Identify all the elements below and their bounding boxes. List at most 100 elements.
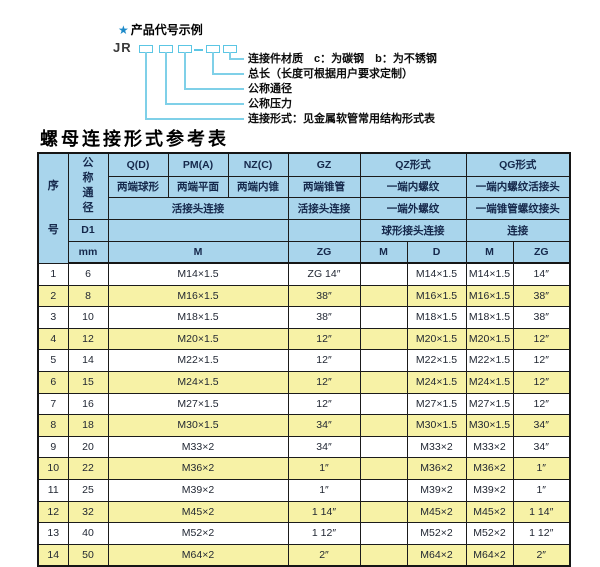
cell-qg-zg: 38″ <box>512 284 571 308</box>
header-seq: 序号 <box>37 152 69 264</box>
cell-qz-d: M20×1.5 <box>406 327 467 351</box>
cell-dn: 25 <box>67 478 109 502</box>
cell-qz-d: M64×2 <box>406 543 467 567</box>
table-row: 11 25 M39×2 1″ M39×2 M39×2 1″ <box>37 478 571 502</box>
cell-qz-d: M39×2 <box>406 478 467 502</box>
legend-connection: 连接形式：见金属软管常用结构形式表 <box>248 113 435 125</box>
cell-m: M27×1.5 <box>107 392 289 416</box>
cell-m: M16×1.5 <box>107 284 289 308</box>
header-qg-sub1: 一端内螺纹活接头 <box>465 175 571 198</box>
cell-gz-zg: ZG 14″ <box>287 262 361 286</box>
cell-qg-m: M30×1.5 <box>465 414 514 437</box>
leader-line <box>229 52 231 60</box>
nut-connection-table: 序号 公称通径 Q(D) PM(A) NZ(C) GZ QZ形式 QG形式 两端… <box>37 152 571 567</box>
cell-gz-zg: 12″ <box>287 370 361 394</box>
header-qz-sub1: 一端内螺纹 <box>359 175 467 198</box>
cell-qz-m <box>359 370 408 394</box>
cell-qz-d: M36×2 <box>406 457 467 480</box>
header-qg-sub3: 连接 <box>465 218 571 242</box>
header-gz-sub: 两端锥管 <box>287 175 361 198</box>
cell-seq: 1 <box>37 262 69 286</box>
leader-line <box>184 88 244 90</box>
cell-qz-m <box>359 262 408 286</box>
cell-m: M30×1.5 <box>107 414 289 437</box>
star-icon: ★ <box>118 23 129 37</box>
header-qz-d: D <box>406 240 467 264</box>
cell-qg-m: M16×1.5 <box>465 284 514 308</box>
cell-qz-m <box>359 392 408 416</box>
cell-qz-d: M24×1.5 <box>406 370 467 394</box>
cell-qg-m: M64×2 <box>465 543 514 567</box>
product-code-heading: ★ 产品代号示例 <box>118 21 203 38</box>
cell-dn: 10 <box>67 306 109 329</box>
header-qg-m: M <box>465 240 514 264</box>
header-mm: mm <box>67 240 109 264</box>
header-row-2: 两端球形 两端平面 两端内锥 两端锥管 一端内螺纹 一端内螺纹活接头 <box>38 175 571 198</box>
cell-qg-m: M45×2 <box>465 500 514 524</box>
cell-seq: 3 <box>37 306 69 329</box>
cell-qz-m <box>359 500 408 524</box>
legend-pressure: 公称压力 <box>248 98 292 110</box>
header-qg: QG形式 <box>465 152 571 177</box>
leader-line <box>212 52 214 75</box>
cell-gz-zg: 38″ <box>287 306 361 329</box>
cell-dn: 22 <box>67 457 109 480</box>
cell-qz-d: M52×2 <box>406 522 467 545</box>
leader-line <box>184 52 186 90</box>
table-row: 13 40 M52×2 1 12″ M52×2 M52×2 1 12″ <box>37 522 571 545</box>
cell-seq: 4 <box>37 327 69 351</box>
cell-qz-d: M14×1.5 <box>406 262 467 286</box>
cell-seq: 6 <box>37 370 69 394</box>
table-row: 14 50 M64×2 2″ M64×2 M64×2 2″ <box>37 543 571 567</box>
code-legend: 连接件材质 c：为碳钢 b：为不锈钢 总长（长度可根据用户要求定制） 公称通径 … <box>248 52 437 127</box>
cell-qz-d: M18×1.5 <box>406 306 467 329</box>
header-union-conn: 活接头连接 <box>107 196 289 220</box>
cell-seq: 13 <box>37 522 69 545</box>
leader-line <box>145 118 244 120</box>
cell-qg-zg: 14″ <box>512 262 571 286</box>
cell-m: M45×2 <box>107 500 289 524</box>
cell-gz-zg: 2″ <box>287 543 361 567</box>
header-m-wide: M <box>107 240 289 264</box>
cell-m: M36×2 <box>107 457 289 480</box>
cell-qg-zg: 12″ <box>512 370 571 394</box>
header-q: Q(D) <box>107 152 169 177</box>
header-zg: ZG <box>287 240 361 264</box>
cell-qg-zg: 12″ <box>512 327 571 351</box>
cell-qz-m <box>359 414 408 437</box>
leader-line <box>212 73 244 75</box>
cell-qz-m <box>359 478 408 502</box>
cell-m: M14×1.5 <box>107 262 289 286</box>
cell-qz-m <box>359 435 408 459</box>
cell-dn: 18 <box>67 414 109 437</box>
header-qz: QZ形式 <box>359 152 467 177</box>
cell-qz-m <box>359 306 408 329</box>
cell-m: M64×2 <box>107 543 289 567</box>
cell-qg-m: M20×1.5 <box>465 327 514 351</box>
cell-qg-zg: 1″ <box>512 457 571 480</box>
cell-qg-m: M52×2 <box>465 522 514 545</box>
cell-qz-d: M22×1.5 <box>406 349 467 372</box>
cell-m: M22×1.5 <box>107 349 289 372</box>
header-pm-sub: 两端平面 <box>167 175 229 198</box>
table-body: 1 6 M14×1.5 ZG 14″ M14×1.5 M14×1.5 14″ 2 8 M16×1.… <box>37 262 571 567</box>
table-row: 6 15 M24×1.5 12″ M24×1.5 M24×1.5 12″ <box>37 370 571 394</box>
header-gz-union: 活接头连接 <box>287 196 361 220</box>
cell-m: M33×2 <box>107 435 289 459</box>
cell-qz-m <box>359 284 408 308</box>
cell-gz-zg: 38″ <box>287 284 361 308</box>
header-empty-wide <box>107 218 289 242</box>
cell-dn: 16 <box>67 392 109 416</box>
cell-seq: 2 <box>37 284 69 308</box>
cell-gz-zg: 34″ <box>287 435 361 459</box>
header-nz: NZ(C) <box>227 152 289 177</box>
cell-qg-zg: 34″ <box>512 435 571 459</box>
header-row-4: D1 球形接头连接 连接 <box>38 218 571 242</box>
table-row: 3 10 M18×1.5 38″ M18×1.5 M18×1.5 38″ <box>37 306 571 329</box>
cell-qg-zg: 12″ <box>512 392 571 416</box>
cell-qz-d: M45×2 <box>406 500 467 524</box>
code-dash <box>194 49 203 51</box>
legend-material: 连接件材质 c：为碳钢 b：为不锈钢 <box>248 53 437 65</box>
leader-line <box>165 103 244 105</box>
